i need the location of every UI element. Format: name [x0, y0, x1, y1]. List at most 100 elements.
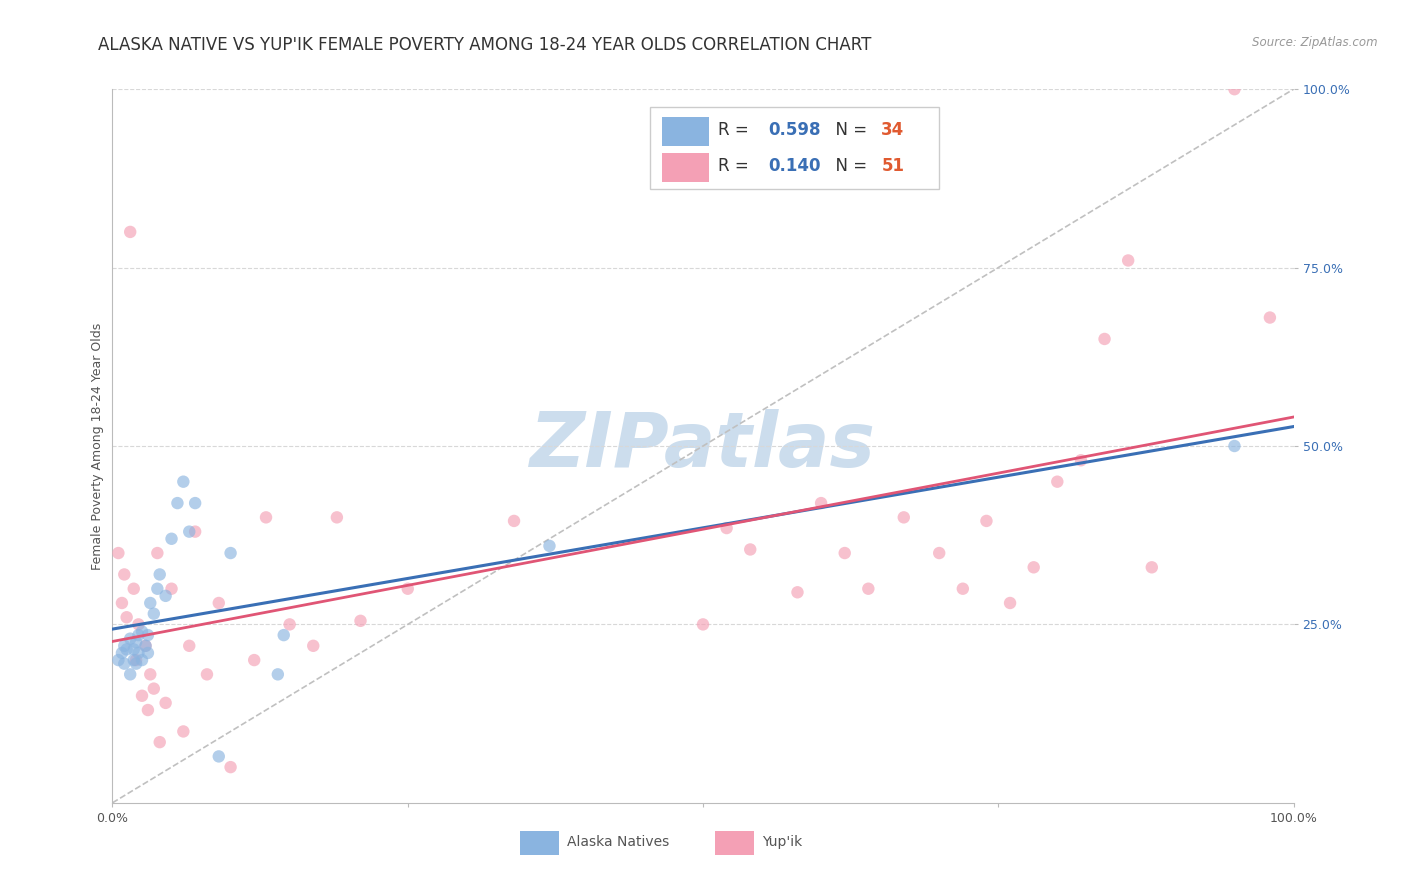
Text: 0.598: 0.598	[768, 121, 821, 139]
Point	[219, 546, 242, 560]
Point	[172, 724, 194, 739]
FancyBboxPatch shape	[650, 107, 939, 189]
Point	[112, 639, 135, 653]
Point	[208, 596, 231, 610]
Point	[155, 589, 177, 603]
Point	[179, 524, 201, 539]
Point	[208, 749, 231, 764]
Point	[1258, 310, 1281, 325]
Point	[127, 617, 149, 632]
Point	[1116, 253, 1139, 268]
Text: ALASKA NATIVE VS YUP'IK FEMALE POVERTY AMONG 18-24 YEAR OLDS CORRELATION CHART: ALASKA NATIVE VS YUP'IK FEMALE POVERTY A…	[98, 36, 872, 54]
Point	[326, 510, 349, 524]
Point	[142, 607, 165, 621]
Point	[122, 642, 145, 657]
Point	[136, 628, 159, 642]
Text: Alaska Natives: Alaska Natives	[567, 835, 669, 849]
Point	[716, 521, 738, 535]
Point	[1223, 439, 1246, 453]
Point	[136, 703, 159, 717]
Point	[149, 567, 172, 582]
Point	[1046, 475, 1069, 489]
Text: Source: ZipAtlas.com: Source: ZipAtlas.com	[1253, 36, 1378, 49]
Point	[184, 524, 207, 539]
Point	[243, 653, 266, 667]
Point	[740, 542, 762, 557]
Point	[125, 657, 148, 671]
Bar	[662, 117, 709, 145]
Point	[120, 667, 142, 681]
Point	[120, 225, 142, 239]
Bar	[520, 831, 560, 855]
Point	[131, 653, 153, 667]
Point	[810, 496, 832, 510]
Point	[893, 510, 915, 524]
Point	[127, 646, 149, 660]
Y-axis label: Female Poverty Among 18-24 Year Olds: Female Poverty Among 18-24 Year Olds	[91, 322, 104, 570]
Point	[278, 617, 301, 632]
Point	[195, 667, 218, 681]
Point	[184, 496, 207, 510]
Point	[135, 639, 157, 653]
Point	[179, 639, 201, 653]
Point	[503, 514, 526, 528]
Point	[115, 642, 138, 657]
Text: N =: N =	[825, 121, 872, 139]
Point	[273, 628, 295, 642]
Text: 34: 34	[882, 121, 904, 139]
Point	[125, 653, 148, 667]
Point	[160, 582, 183, 596]
Point	[122, 653, 145, 667]
Point	[786, 585, 808, 599]
Bar	[662, 153, 709, 182]
Point	[834, 546, 856, 560]
Text: Yup'ik: Yup'ik	[762, 835, 803, 849]
Text: ZIPatlas: ZIPatlas	[530, 409, 876, 483]
Point	[131, 624, 153, 639]
Point	[155, 696, 177, 710]
Point	[396, 582, 419, 596]
Point	[112, 657, 135, 671]
Point	[112, 567, 135, 582]
Text: N =: N =	[825, 157, 872, 175]
Text: 0.140: 0.140	[768, 157, 821, 175]
Point	[107, 653, 129, 667]
Point	[115, 610, 138, 624]
Point	[1094, 332, 1116, 346]
Point	[149, 735, 172, 749]
Point	[111, 596, 134, 610]
Point	[538, 539, 561, 553]
Point	[122, 582, 145, 596]
Point	[135, 639, 157, 653]
Point	[976, 514, 998, 528]
Point	[692, 617, 714, 632]
Point	[166, 496, 188, 510]
Point	[254, 510, 277, 524]
Point	[160, 532, 183, 546]
Point	[1140, 560, 1163, 574]
Point	[219, 760, 242, 774]
Point	[146, 546, 169, 560]
Point	[107, 546, 129, 560]
Point	[1223, 82, 1246, 96]
Point	[1022, 560, 1045, 574]
Point	[928, 546, 950, 560]
Point	[139, 667, 162, 681]
Text: 51: 51	[882, 157, 904, 175]
Point	[111, 646, 134, 660]
Point	[131, 689, 153, 703]
Point	[172, 475, 194, 489]
Point	[1070, 453, 1092, 467]
Point	[998, 596, 1021, 610]
Point	[136, 646, 159, 660]
Point	[858, 582, 880, 596]
Text: R =: R =	[718, 121, 755, 139]
Point	[139, 596, 162, 610]
Point	[952, 582, 974, 596]
Point	[267, 667, 290, 681]
Bar	[714, 831, 754, 855]
Point	[349, 614, 371, 628]
Point	[302, 639, 325, 653]
Point	[120, 632, 142, 646]
Point	[127, 628, 149, 642]
